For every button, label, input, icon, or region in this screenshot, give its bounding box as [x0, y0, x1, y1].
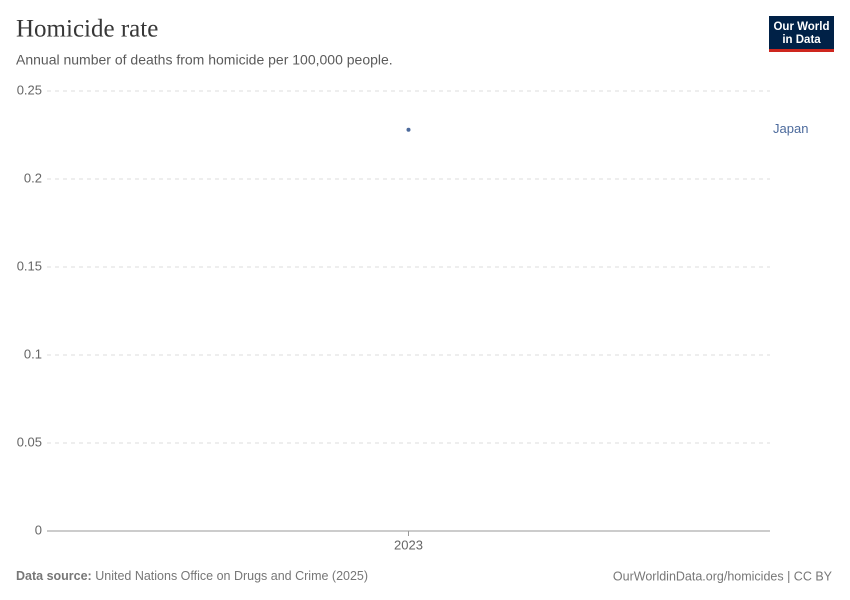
source-label: Data source:	[16, 569, 92, 583]
y-tick-label: 0.2	[24, 170, 42, 185]
y-tick-label: 0.1	[24, 346, 42, 361]
point	[406, 127, 411, 132]
y-tick-label: 0	[35, 522, 42, 537]
source-text: United Nations Office on Drugs and Crime…	[95, 569, 368, 583]
chart-subtitle: Annual number of deaths from homicide pe…	[16, 52, 393, 68]
logo-text: in Data	[782, 34, 821, 46]
source: Data source: United Nations Office on Dr…	[16, 569, 368, 583]
url[interactable]: OurWorldinData.org/homicides | CC BY	[613, 569, 833, 583]
y-tick-label: 0.15	[17, 258, 42, 273]
y-tick-label: 0.05	[17, 434, 42, 449]
series-label: Japan	[773, 121, 808, 136]
logo[interactable]: Our World in Data	[769, 16, 834, 52]
logo-bar	[769, 49, 834, 52]
logo-text: Our World	[773, 21, 829, 33]
logo-background	[769, 16, 834, 50]
x-tick-label: 2023	[394, 537, 423, 552]
chart-title: Homicide rate	[16, 16, 158, 43]
y-tick-label: 0.25	[17, 82, 42, 97]
